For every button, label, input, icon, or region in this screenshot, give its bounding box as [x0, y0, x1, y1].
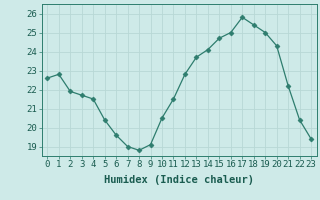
X-axis label: Humidex (Indice chaleur): Humidex (Indice chaleur) — [104, 175, 254, 185]
